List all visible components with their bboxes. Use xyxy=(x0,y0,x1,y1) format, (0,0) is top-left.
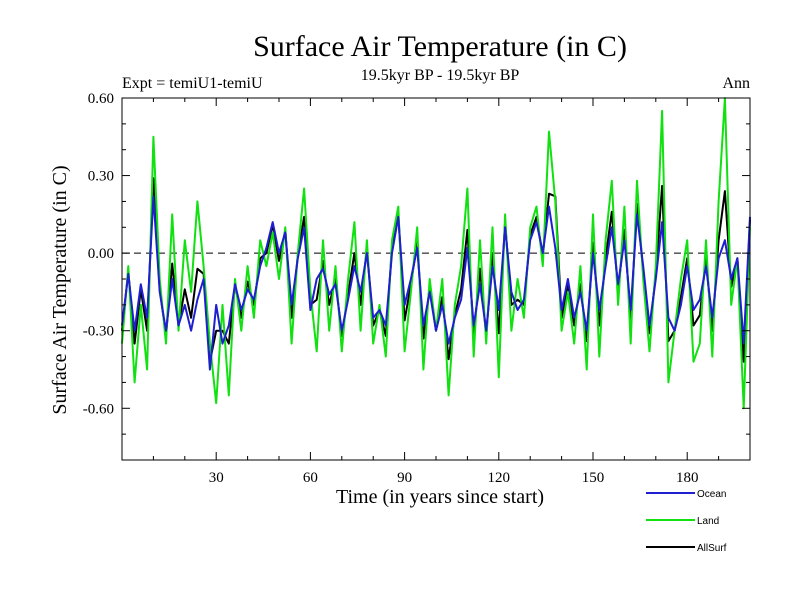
experiment-label: Expt = temiU1-temiU xyxy=(122,75,263,92)
ticks-layer: 30 60 90 120 150 180 0.60 0.30 0.00 -0.30 -0.60 xyxy=(83,91,750,486)
series-line-ocean xyxy=(121,195,751,371)
legend-label-allsurf: AllSurf xyxy=(697,543,727,554)
legend-label-ocean: Ocean xyxy=(697,489,726,500)
legend-label-land: Land xyxy=(697,516,719,527)
x-tick-label: 150 xyxy=(582,470,605,486)
x-tick-label: 180 xyxy=(676,470,699,486)
chart-subtitle: 19.5kyr BP - 19.5kyr BP xyxy=(361,67,520,84)
y-tick-label: -0.30 xyxy=(83,324,114,340)
y-tick-label: 0.30 xyxy=(88,169,114,185)
x-tick-label: 120 xyxy=(488,470,511,486)
chart-title: Surface Air Temperature (in C) xyxy=(253,30,627,63)
season-label: Ann xyxy=(722,75,750,92)
x-tick-label: 60 xyxy=(303,470,318,486)
y-tick-label: -0.60 xyxy=(83,401,114,417)
series-layer xyxy=(121,97,751,410)
y-tick-label: 0.60 xyxy=(88,91,114,107)
x-tick-label: 90 xyxy=(397,470,412,486)
y-tick-label: 0.00 xyxy=(88,246,114,262)
y-axis-label: Surface Air Temperature (in C) xyxy=(49,165,71,414)
x-axis-label: Time (in years since start) xyxy=(336,486,544,508)
legend: Ocean Land AllSurf xyxy=(646,489,727,554)
x-tick-label: 30 xyxy=(209,470,224,486)
